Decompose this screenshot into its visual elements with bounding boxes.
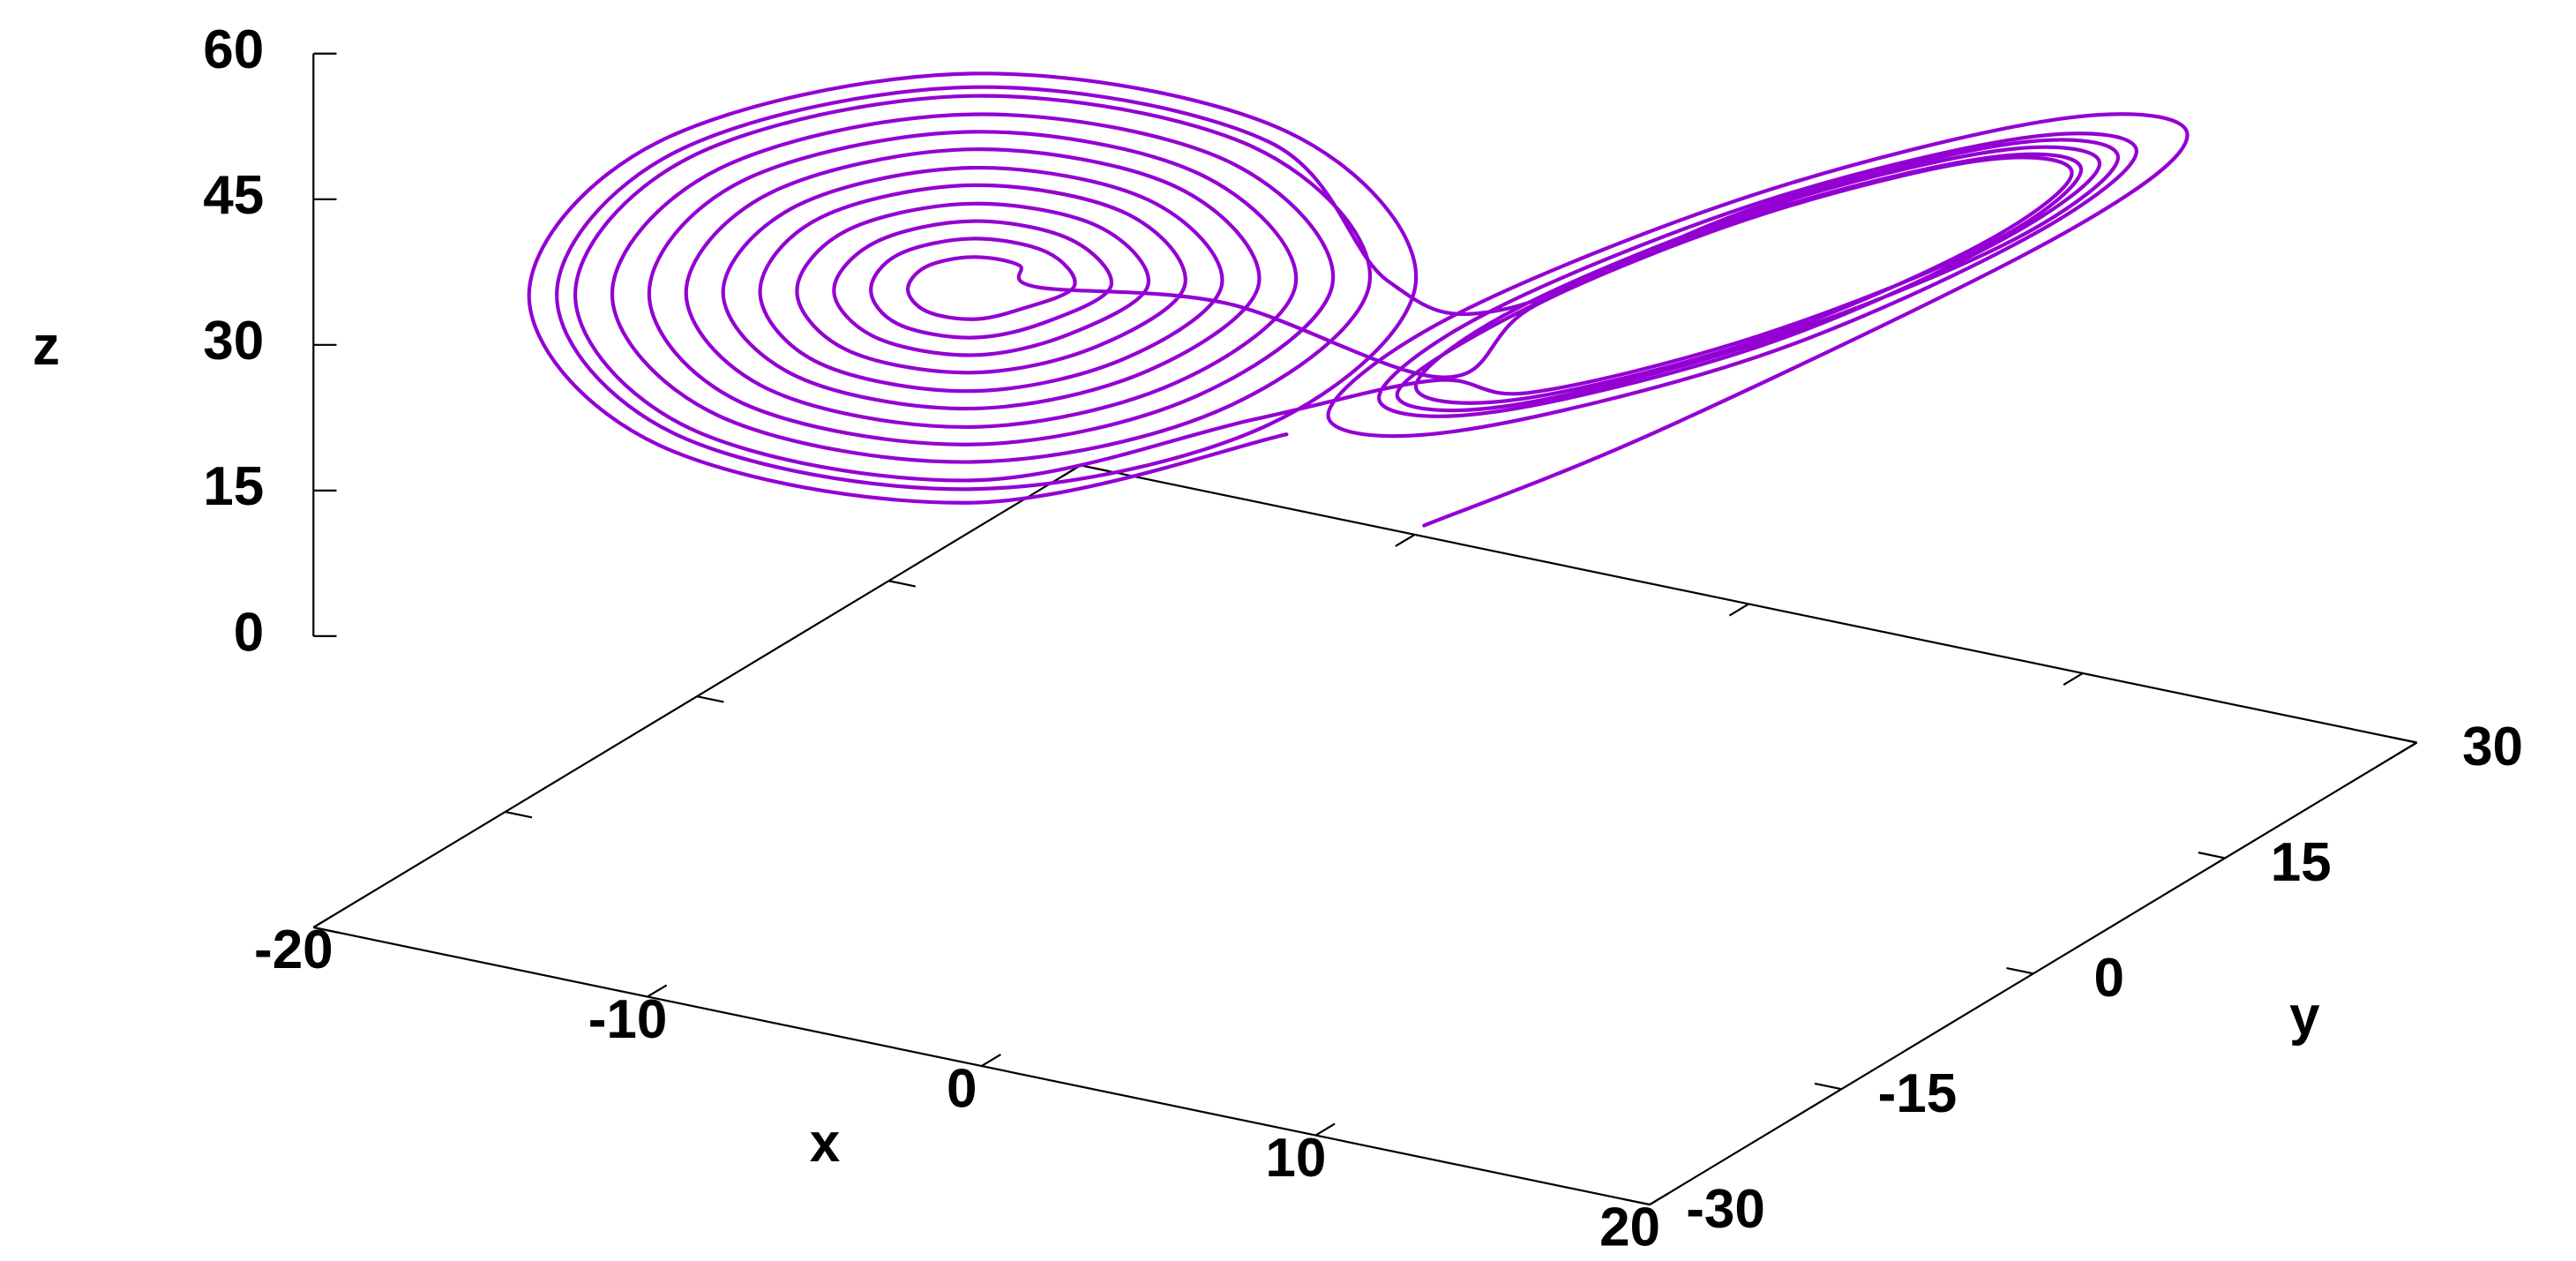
y-tick: [1814, 1082, 1842, 1091]
x-tick: [312, 914, 333, 928]
y-tick-mirror: [888, 580, 916, 588]
y-tick: [2006, 966, 2033, 975]
x-axis-label: x: [810, 1113, 841, 1174]
z-tick-label: 15: [203, 456, 264, 517]
y-tick-label: -15: [1878, 1063, 1958, 1124]
x-tick-label: 20: [1599, 1197, 1660, 1257]
z-tick-label: 60: [203, 19, 264, 80]
y-tick: [2390, 736, 2417, 744]
trajectory-line: [527, 71, 2190, 528]
y-axis-label: y: [2289, 986, 2320, 1047]
x-tick-mirror: [2063, 672, 2084, 686]
y-tick-mirror: [696, 695, 724, 703]
x-tick: [981, 1053, 1001, 1067]
y-tick-label: 30: [2462, 717, 2523, 777]
y-tick-label: 15: [2271, 832, 2332, 893]
left-edge: [312, 464, 1082, 928]
y-tick: [1622, 1197, 1651, 1206]
x-tick: [1314, 1122, 1336, 1137]
y-tick-mirror: [1080, 464, 1108, 472]
x-tick-label: -20: [254, 919, 333, 980]
x-tick: [647, 984, 668, 998]
x-tick-label: -10: [588, 989, 668, 1050]
x-tick-mirror: [1728, 603, 1749, 617]
y-tick-label: 0: [2094, 948, 2124, 1009]
y-tick-mirror: [313, 926, 341, 934]
z-tick-label: 45: [203, 165, 264, 226]
x-tick-label: 0: [947, 1058, 977, 1119]
y-tick-label: -30: [1686, 1179, 1765, 1240]
x-tick: [1649, 1192, 1670, 1206]
x-tick-label: 10: [1265, 1128, 1326, 1189]
y-tick: [2198, 852, 2226, 859]
z-tick-label: 30: [203, 311, 264, 372]
x-tick-mirror: [2397, 741, 2418, 755]
z-tick-label: 0: [234, 602, 264, 663]
y-tick-mirror: [505, 810, 533, 819]
x-tick-mirror: [1395, 533, 1416, 547]
z-axis-label: z: [33, 316, 60, 377]
